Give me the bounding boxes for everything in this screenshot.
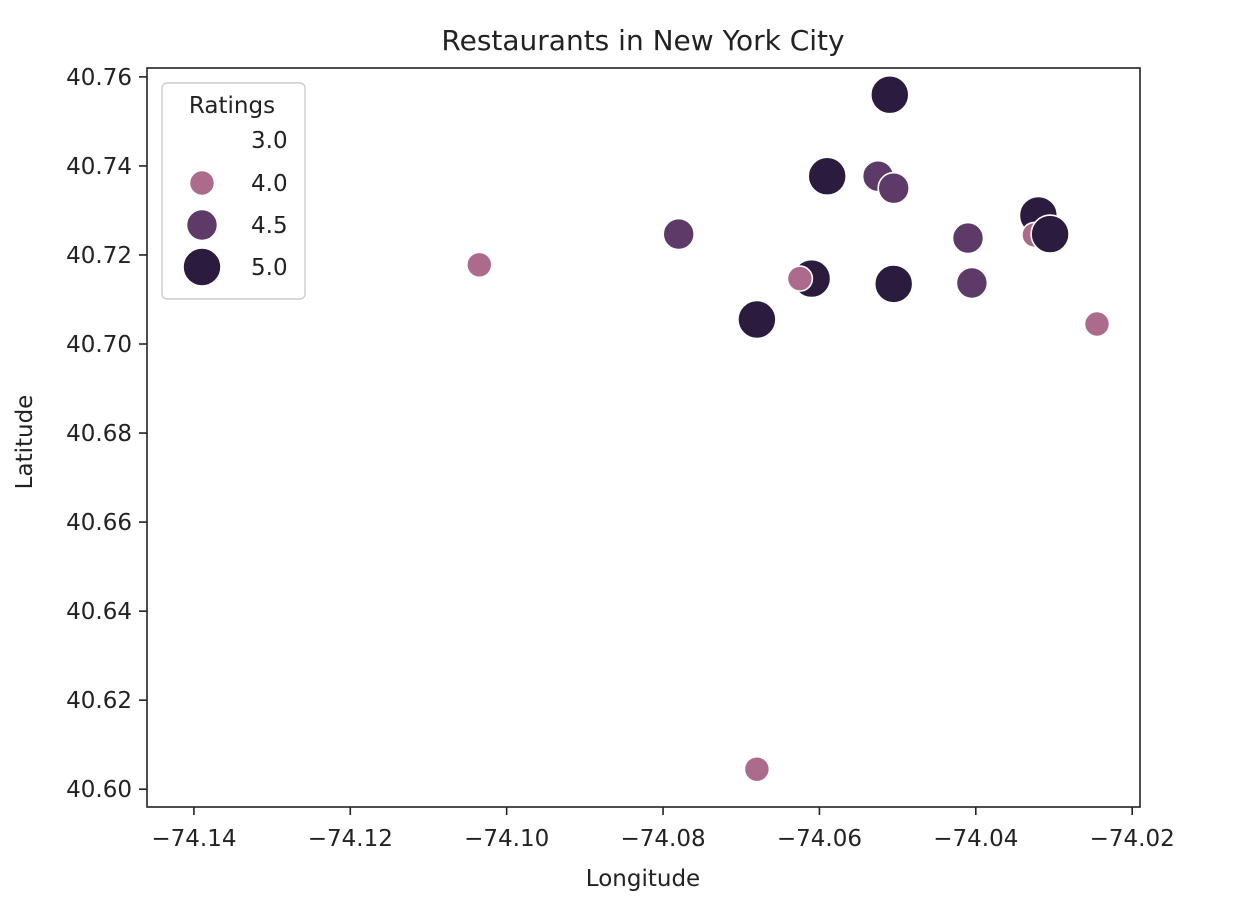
scatter-point [1030, 214, 1070, 254]
legend-entries: 3.0 4.0 4.5 5.0 [182, 128, 288, 287]
scatter-point [743, 755, 771, 783]
scatter-point [737, 299, 777, 340]
scatter-point [807, 156, 848, 196]
y-tick-label: 40.62 [66, 688, 132, 714]
x-tick-label: −74.12 [308, 826, 393, 852]
legend-entry-label: 5.0 [251, 255, 288, 281]
x-tick-label: −74.14 [151, 826, 236, 852]
scatter-point [1083, 310, 1111, 338]
x-tick-label: −74.04 [933, 826, 1018, 852]
legend-entry-label: 4.0 [251, 171, 288, 197]
x-axis-label: Longitude [586, 866, 700, 892]
y-tick-label: 40.76 [66, 65, 132, 91]
y-tick-label: 40.60 [66, 777, 132, 803]
legend-marker [185, 208, 219, 242]
legend-marker [182, 247, 222, 287]
scatter-point [662, 217, 696, 251]
plot-area-frame [146, 67, 1141, 808]
y-tick-label: 40.74 [66, 154, 132, 180]
scatter-point [877, 171, 911, 205]
scatter-point [786, 265, 814, 292]
x-tick-label: −74.08 [620, 826, 705, 852]
y-tick-label: 40.68 [66, 421, 132, 447]
x-tick-label: −74.10 [464, 826, 549, 852]
y-tick-label: 40.70 [66, 332, 132, 358]
points-layer [465, 74, 1111, 783]
y-tick-label: 40.72 [66, 243, 132, 269]
legend-title: Ratings [189, 93, 275, 119]
y-axis-label: Latitude [12, 395, 38, 490]
y-axis-ticks: 40.60 40.62 40.64 40.66 40.68 40.70 40.72 40.74… [66, 65, 147, 803]
scatter-point [955, 266, 989, 300]
scatter-point [873, 264, 914, 304]
x-tick-label: −74.02 [1090, 826, 1175, 852]
scatter-point [869, 74, 910, 115]
legend: Ratings 3.0 4.0 4.5 5.0 [161, 82, 306, 300]
legend-entry-label: 3.0 [251, 128, 288, 154]
legend-box [161, 82, 306, 300]
chart-title: Restaurants in New York City [441, 24, 844, 57]
scatter-point [465, 251, 493, 279]
legend-entry-label: 4.5 [251, 213, 288, 239]
x-axis-ticks: −74.14 −74.12 −74.10 −74.08 −74.06 −74.04 −74.… [151, 807, 1175, 852]
y-tick-label: 40.64 [66, 599, 132, 625]
y-tick-label: 40.66 [66, 510, 132, 536]
scatter-point [951, 221, 985, 255]
x-tick-label: −74.06 [777, 826, 862, 852]
legend-marker [188, 169, 216, 197]
